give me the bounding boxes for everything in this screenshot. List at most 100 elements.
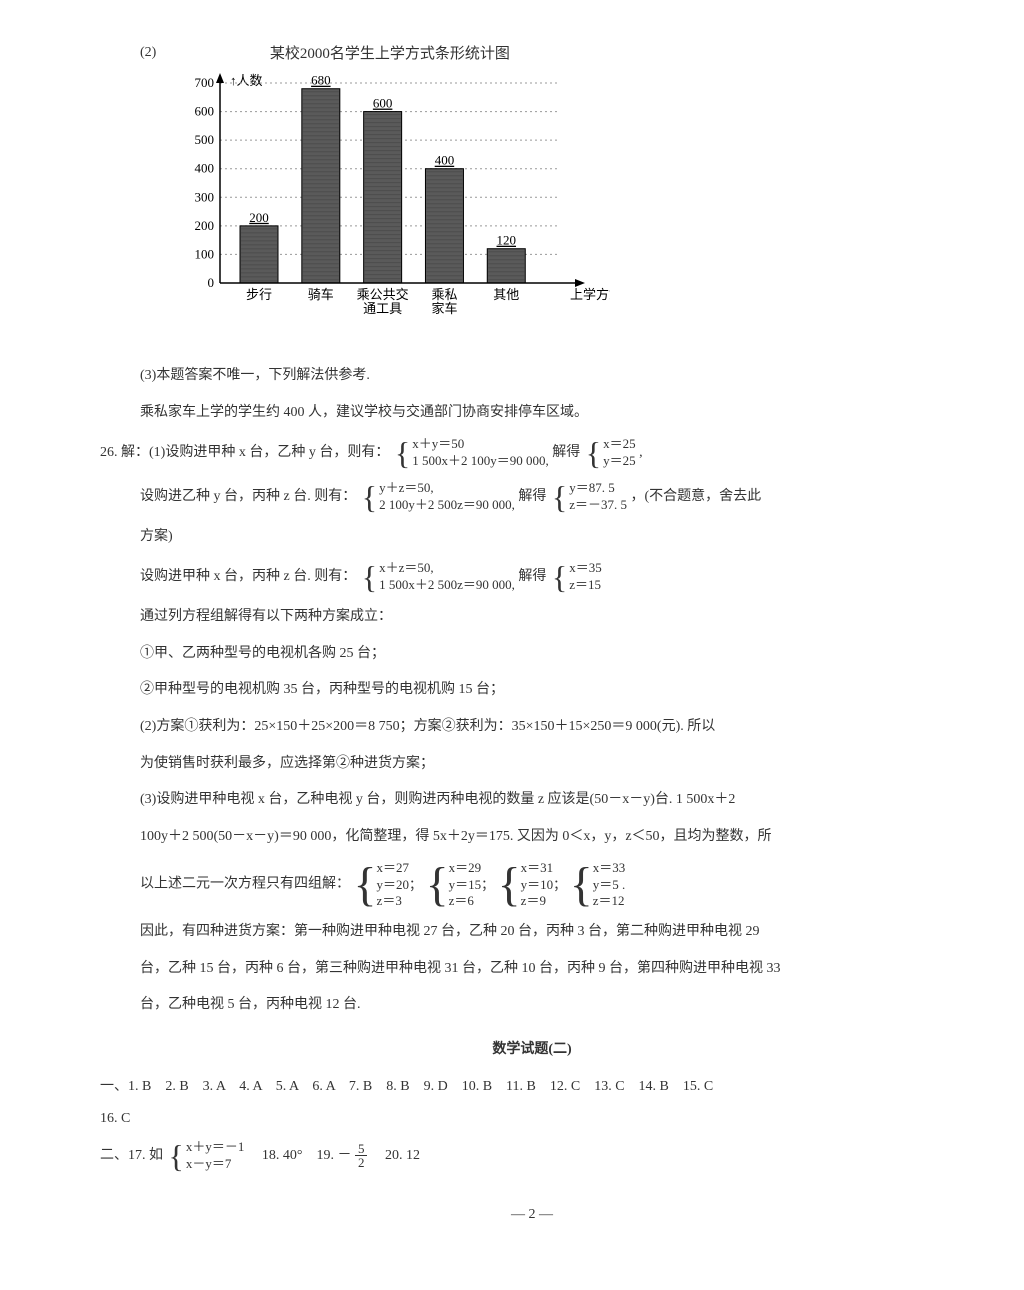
svg-text:0: 0 [207, 275, 214, 290]
q26-p8: (3)设购进甲种电视 x 台，乙种电视 y 台，则购进丙种电视的数量 z 应该是… [140, 787, 964, 814]
test2-title: 数学试题(二) [100, 1037, 964, 1064]
chart-svg: ↑人数 0 100 200 300 400 500 600 700 200 步行 680 骑车 600 乘公… [170, 73, 610, 333]
g4-l1: x＝33 [593, 860, 626, 876]
group-3: { x＝31 y＝10； z＝9 [498, 860, 567, 909]
sol3-l2: z＝15 [569, 577, 602, 594]
page-number: — 2 — [100, 1202, 964, 1229]
svg-text:100: 100 [194, 246, 214, 261]
g4-l3: z＝12 [593, 893, 626, 909]
q26-p1-suffix: , [639, 445, 643, 460]
q26-line3: 设购进甲种 x 台，丙种 z 台. 则有： { x＋z＝50, 1 500x＋2… [140, 560, 964, 594]
svg-text:400: 400 [194, 160, 214, 175]
q26-line1: 26. 解：(1)设购进甲种 x 台，乙种 y 台，则有： { x＋y＝50 1… [100, 436, 964, 470]
q26-p2-prefix: 设购进乙种 y 台，丙种 z 台. 则有： [140, 489, 356, 504]
answers2-suffix: 20. 12 [371, 1148, 420, 1163]
sol1-l2: y＝25 [603, 453, 636, 470]
sys3-l2: 1 500x＋2 500z＝90 000, [379, 577, 515, 594]
answers2-mid: 18. 40° 19. － [248, 1148, 352, 1163]
sol3-l1: x＝35 [569, 560, 602, 577]
q26-p10: 因此，有四种进货方案：第一种购进甲种电视 27 台，乙种 20 台，丙种 3 台… [140, 919, 964, 946]
g3-l3: z＝9 [521, 893, 567, 909]
solution-1: { x＝25 y＝25 [584, 436, 636, 470]
svg-text:120: 120 [496, 232, 515, 247]
svg-text:600: 600 [373, 95, 393, 110]
group-4: { x＝33 y＝5 . z＝12 [570, 860, 626, 909]
q26-p6: ②甲种型号的电视机购 35 台，丙种型号的电视机购 15 台； [140, 677, 964, 704]
ans17-l2: x－y＝7 [186, 1156, 245, 1173]
svg-text:上学方式: 上学方式 [570, 287, 610, 302]
svg-text:300: 300 [194, 189, 214, 204]
group-2: { x＝29 y＝15； z＝6 [426, 860, 495, 909]
svg-text:600: 600 [194, 103, 214, 118]
g4-l2: y＝5 . [593, 877, 626, 893]
q26-p1-mid: 解得 [552, 445, 580, 460]
q26-p1-prefix: 解：(1)设购进甲种 x 台，乙种 y 台，则有： [121, 445, 389, 460]
sys2-l1: y＋z＝50, [379, 480, 515, 497]
q26-p10b: 台，乙种 15 台，丙种 6 台，第三种购进甲种电视 31 台，乙种 10 台，… [140, 956, 964, 983]
svg-text:其他: 其他 [493, 287, 519, 302]
svg-text:乘公共交: 乘公共交 [356, 287, 408, 302]
q26-p3-mid: 解得 [518, 570, 546, 585]
svg-text:通工具: 通工具 [363, 301, 402, 316]
q26-p4: 通过列方程组解得有以下两种方案成立： [140, 604, 964, 631]
g3-l2: y＝10； [521, 877, 567, 893]
svg-text:↑人数: ↑人数 [230, 73, 263, 88]
bar-chart: 某校2000名学生上学方式条形统计图 ↑人数 0 100 200 300 400 500 60… [170, 40, 610, 343]
sys1-l1: x＋y＝50 [412, 436, 549, 453]
frac-den: 2 [355, 1156, 368, 1169]
question-2-label: (2) [140, 40, 156, 67]
g1-l1: x＝27 [377, 860, 423, 876]
q26-label: 26. [100, 445, 118, 460]
svg-text:680: 680 [311, 73, 331, 88]
q26-p9-prefix: 以上述二元一次方程只有四组解： [140, 877, 350, 892]
fraction-5-2: 5 2 [355, 1142, 368, 1169]
q26-p2-mid: 解得 [518, 489, 546, 504]
q26-p5: ①甲、乙两种型号的电视机各购 25 台； [140, 641, 964, 668]
frac-num: 5 [355, 1142, 368, 1156]
solution-3: { x＝35 z＝15 [550, 560, 602, 594]
sol2-l2: z＝－37. 5 [569, 497, 627, 514]
q3-answer: 乘私家车上学的学生约 400 人，建议学校与交通部门协商安排停车区域。 [140, 400, 964, 427]
g2-l2: y＝15； [449, 877, 495, 893]
q26-p8b: 100y＋2 500(50－x－y)＝90 000，化简整理，得 5x＋2y＝1… [140, 824, 964, 851]
system-2: { y＋z＝50, 2 100y＋2 500z＝90 000, [360, 480, 515, 514]
answers2-prefix: 二、17. 如 [100, 1148, 163, 1163]
sys3-l1: x＋z＝50, [379, 560, 515, 577]
g2-l1: x＝29 [449, 860, 495, 876]
answer-17-system: { x＋y＝－1 x－y＝7 [167, 1139, 245, 1173]
svg-text:200: 200 [194, 217, 214, 232]
svg-text:700: 700 [194, 75, 214, 90]
sys2-l2: 2 100y＋2 500z＝90 000, [379, 497, 515, 514]
svg-text:400: 400 [435, 152, 455, 167]
svg-text:乘私: 乘私 [431, 287, 457, 302]
svg-text:骑车: 骑车 [308, 287, 334, 302]
sys1-l2: 1 500x＋2 100y＝90 000, [412, 453, 549, 470]
svg-text:步行: 步行 [246, 287, 272, 302]
q26-line2: 设购进乙种 y 台，丙种 z 台. 则有： { y＋z＝50, 2 100y＋2… [140, 480, 964, 514]
q26-p7: (2)方案①获利为：25×150＋25×200＝8 750；方案②获利为：35×… [140, 714, 964, 741]
solution-2: { y＝87. 5 z＝－37. 5 [550, 480, 627, 514]
chart-title: 某校2000名学生上学方式条形统计图 [170, 40, 610, 69]
answers-line2: 二、17. 如 { x＋y＝－1 x－y＝7 18. 40° 19. － 5 2… [100, 1139, 964, 1173]
q26-p2-suffix: ，(不合题意，舍去此 [631, 489, 762, 504]
svg-text:500: 500 [194, 132, 214, 147]
svg-text:家车: 家车 [431, 301, 457, 316]
q26-line9: 以上述二元一次方程只有四组解： { x＝27 y＝20； z＝3 { x＝29 … [140, 860, 964, 909]
q26-p3-prefix: 设购进甲种 x 台，丙种 z 台. 则有： [140, 570, 356, 585]
group-1: { x＝27 y＝20； z＝3 [354, 860, 423, 909]
q26-p7b: 为使销售时获利最多，应选择第②种进货方案； [140, 751, 964, 778]
q26-p2-cont: 方案) [140, 524, 964, 551]
sol2-l1: y＝87. 5 [569, 480, 627, 497]
answers-line1: 一、1. B 2. B 3. A 4. A 5. A 6. A 7. B 8. … [100, 1074, 964, 1101]
system-3: { x＋z＝50, 1 500x＋2 500z＝90 000, [360, 560, 515, 594]
sol1-l1: x＝25 [603, 436, 636, 453]
chart-section: (2) 某校2000名学生上学方式条形统计图 ↑人数 0 100 200 300 400 5… [140, 40, 964, 343]
g1-l3: z＝3 [377, 893, 423, 909]
g2-l3: z＝6 [449, 893, 495, 909]
svg-text:200: 200 [249, 209, 269, 224]
answers-line1b: 16. C [100, 1106, 964, 1133]
q26-p10c: 台，乙种电视 5 台，丙种电视 12 台. [140, 992, 964, 1019]
q3-text: (3)本题答案不唯一，下列解法供参考. [140, 363, 964, 390]
ans17-l1: x＋y＝－1 [186, 1139, 245, 1156]
system-1: { x＋y＝50 1 500x＋2 100y＝90 000, [393, 436, 549, 470]
